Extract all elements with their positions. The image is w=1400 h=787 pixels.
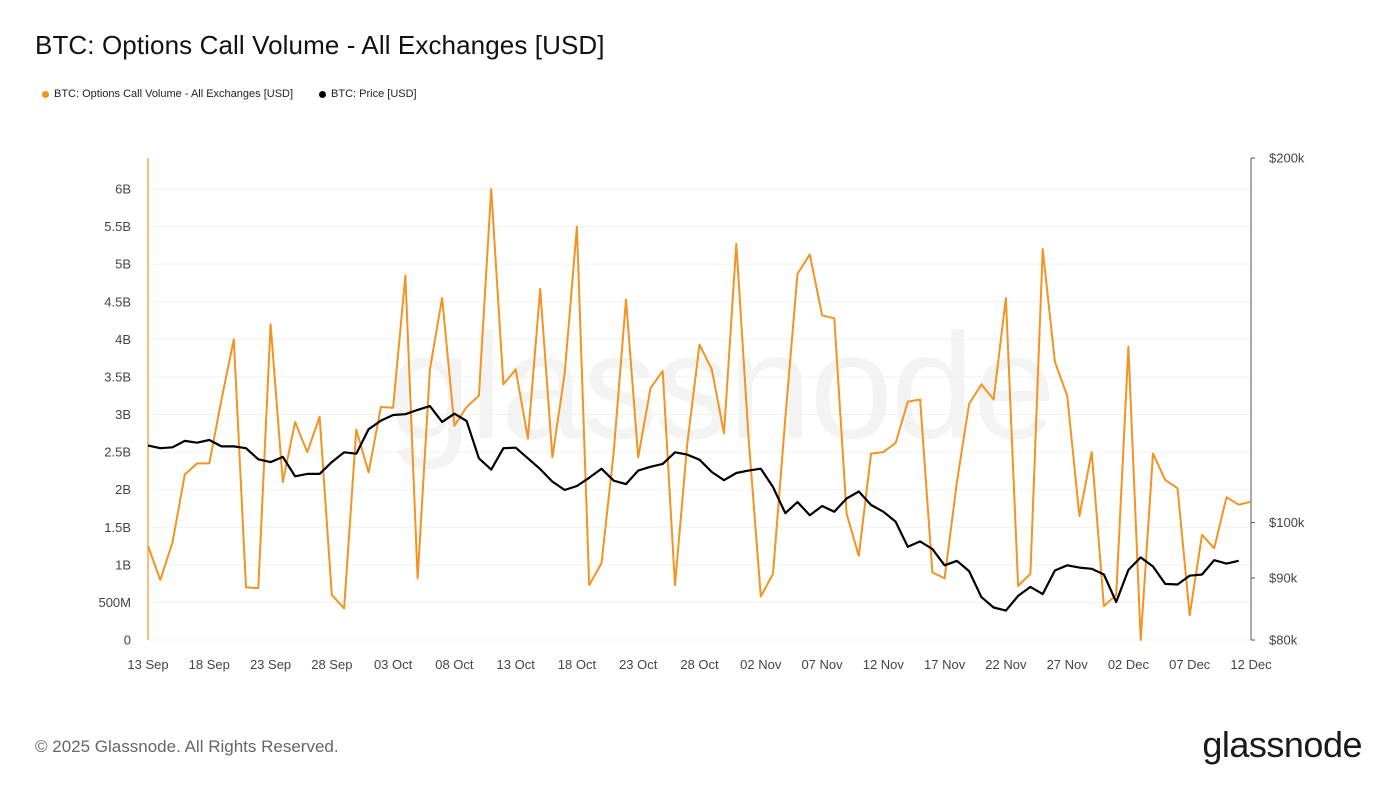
x-tick-label: 02 Dec [1108,657,1150,672]
y-left-tick-label: 3.5B [104,369,131,384]
x-tick-label: 18 Oct [558,657,597,672]
x-tick-label: 12 Dec [1230,657,1272,672]
y-left-tick-label: 1.5B [104,520,131,535]
legend-item-call-volume[interactable]: BTC: Options Call Volume - All Exchanges… [42,88,293,100]
legend-label-price: BTC: Price [USD] [331,88,417,100]
x-tick-label: 28 Sep [311,657,352,672]
x-tick-label: 07 Dec [1169,657,1211,672]
series-line-call-volume [147,188,1252,641]
y-right-tick-label: $200k [1269,151,1305,166]
x-tick-label: 13 Oct [497,657,536,672]
copyright-text: © 2025 Glassnode. All Rights Reserved. [35,737,339,756]
x-tick-label: 18 Sep [189,657,230,672]
x-tick-label: 22 Nov [985,657,1027,672]
chart-title: BTC: Options Call Volume - All Exchanges… [35,30,605,60]
y-left-tick-label: 1B [115,557,131,572]
y-left-tick-label: 2.5B [104,445,131,460]
y-left-tick-label: 2B [115,482,131,497]
y-left-tick-label: 6B [115,182,131,197]
x-tick-label: 17 Nov [924,657,966,672]
legend-label-call-volume: BTC: Options Call Volume - All Exchanges… [54,88,294,100]
y-left-tick-label: 4B [115,332,131,347]
legend: BTC: Options Call Volume - All Exchanges… [42,88,417,100]
y-right-tick-label: $100k [1269,515,1305,530]
y-left-tick-label: 5B [115,257,131,272]
x-tick-label: 07 Nov [801,657,843,672]
brand-logo: glassnode [1202,724,1362,765]
series-line-price [147,405,1239,612]
y-left-tick-label: 3B [115,407,131,422]
y-right-tick-label: $80k [1269,633,1298,648]
y-right-tick-label: $90k [1269,571,1298,586]
x-tick-label: 13 Sep [127,657,168,672]
y-left-tick-label: 5.5B [104,219,131,234]
x-tick-label: 27 Nov [1047,657,1089,672]
x-tick-label: 02 Nov [740,657,782,672]
legend-dot-price [319,90,327,98]
legend-item-price[interactable]: BTC: Price [USD] [319,88,417,100]
x-tick-label: 08 Oct [435,657,474,672]
x-tick-label: 23 Sep [250,657,291,672]
y-left-tick-label: 0 [124,633,131,648]
y-left-tick-label: 500M [98,595,131,610]
y-left-tick-label: 4.5B [104,294,131,309]
x-tick-label: 03 Oct [374,657,413,672]
x-tick-label: 23 Oct [619,657,658,672]
x-tick-label: 28 Oct [680,657,719,672]
x-tick-label: 12 Nov [863,657,905,672]
legend-dot-call-volume [42,90,49,98]
